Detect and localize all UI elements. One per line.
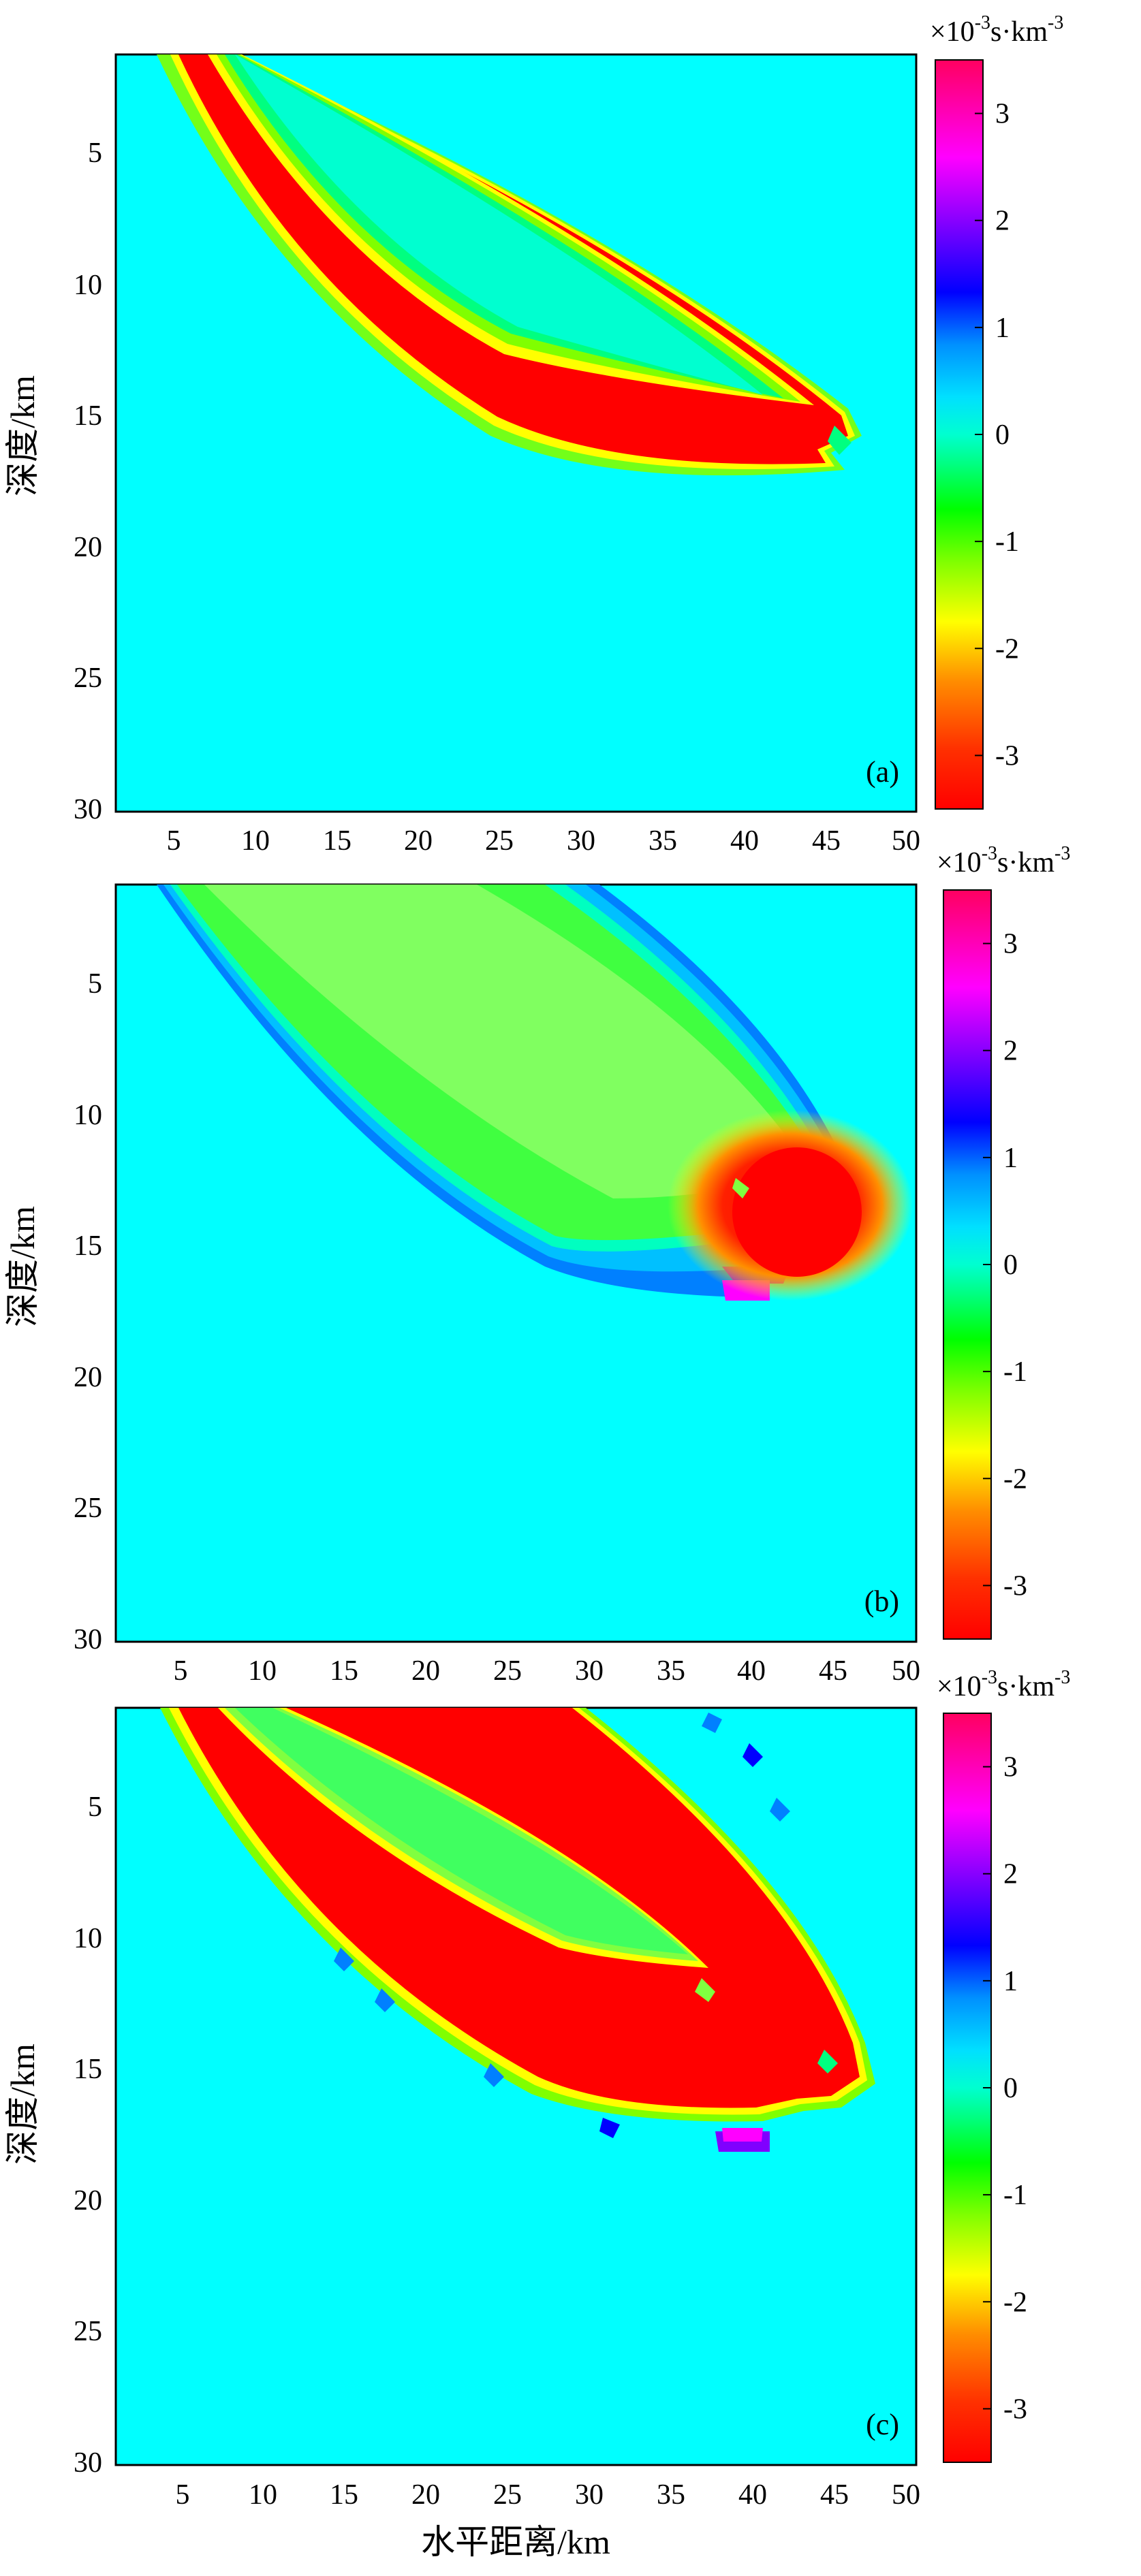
colorbar-tick-label: -1: [995, 526, 1019, 558]
panel-a: 5 10 15 20 25 30 深度/km 5 10 15 20 25 30 …: [3, 12, 1063, 857]
x-tick: 25: [485, 825, 514, 857]
x-axis-c: 5 10 15 20 25 30 35 40 45 50: [176, 2479, 921, 2511]
colorbar-ticks-a: 3 2 1 0 -1 -2 -3: [975, 99, 1019, 772]
y-tick: 25: [74, 663, 102, 694]
panel-c: 5 10 15 20 25 30 深度/km 5 10 15 20 25 30 …: [3, 1667, 1070, 2561]
colorbar-tick-label: -2: [1003, 2287, 1027, 2318]
colorbar-tick-label: -2: [995, 633, 1019, 665]
y-tick: 25: [74, 2316, 102, 2347]
colorbar-tick-label: 3: [995, 99, 1010, 130]
colorbar-tick-label: 2: [995, 206, 1010, 237]
y-tick: 20: [74, 1362, 102, 1393]
y-tick: 5: [88, 1792, 102, 1823]
x-tick: 40: [737, 1655, 766, 1687]
y-axis-a: 5 10 15 20 25 30: [74, 138, 102, 825]
y-tick: 10: [74, 270, 102, 301]
colorbar-tick-label: 1: [1003, 1143, 1018, 1174]
colorbar-tick-label: 2: [1003, 1859, 1018, 1890]
x-tick: 5: [174, 1655, 188, 1687]
x-tick: 45: [819, 1655, 847, 1687]
colorbar-tick-label: -3: [1003, 2394, 1027, 2425]
colorbar-tick-label: 0: [995, 419, 1010, 451]
x-tick: 15: [330, 2479, 358, 2511]
x-tick: 40: [730, 825, 759, 857]
colorbar-ticks-b: 3 2 1 0 -1 -2 -3: [983, 929, 1027, 1602]
colorbar-unit-b: ×10-3s·km-3: [937, 843, 1070, 878]
heatmap-a: [157, 54, 862, 476]
x-tick: 15: [330, 1655, 358, 1687]
y-axis-c: 5 10 15 20 25 30: [74, 1792, 102, 2479]
heatmap-c: [160, 1708, 875, 2152]
colorbar-tick-label: 2: [1003, 1036, 1018, 1067]
x-axis-a: 5 10 15 20 25 30 35 40 45 50: [167, 825, 921, 857]
colorbar-tick-label: 0: [1003, 1250, 1018, 1281]
x-tick: 30: [567, 825, 595, 857]
y-tick: 10: [74, 1100, 102, 1131]
y-tick: 20: [74, 532, 102, 563]
colorbar-unit-c: ×10-3s·km-3: [937, 1667, 1070, 1702]
x-tick: 5: [167, 825, 181, 857]
x-tick: 35: [657, 2479, 685, 2511]
y-tick: 15: [74, 2054, 102, 2085]
y-tick: 30: [74, 794, 102, 825]
x-tick: 45: [820, 2479, 849, 2511]
colorbar-tick-label: -1: [1003, 2180, 1027, 2211]
x-tick: 35: [648, 825, 677, 857]
y-tick: 30: [74, 2447, 102, 2479]
heatmap-b: [157, 885, 913, 1301]
colorbar-tick-label: 0: [1003, 2073, 1018, 2104]
colorbar-tick-label: 1: [1003, 1966, 1018, 1997]
x-tick: 45: [812, 825, 841, 857]
y-tick: 15: [74, 1230, 102, 1262]
colorbar-tick-label: -3: [1003, 1570, 1027, 1602]
y-tick: 30: [74, 1624, 102, 1655]
y-axis-label-b: 深度/km: [3, 1206, 42, 1327]
x-tick: 15: [323, 825, 351, 857]
colorbar-tick-label: 3: [1003, 929, 1018, 960]
colorbar-b: ×10-3s·km-3 3 2 1 0 -1 -2 -3: [937, 843, 1070, 1640]
x-axis-label: 水平距离/km: [421, 2523, 610, 2561]
colorbar-a: ×10-3s·km-3 3 2 1 0 -1 -2 -3: [930, 12, 1063, 810]
colorbar-c: ×10-3s·km-3 3 2 1 0 -1 -2 -3: [937, 1667, 1070, 2463]
x-tick: 50: [892, 1655, 920, 1687]
panel-label-c: (c): [866, 2408, 899, 2441]
y-tick: 20: [74, 2185, 102, 2216]
x-tick: 50: [892, 2479, 920, 2511]
colorbar-tick-label: -1: [1003, 1356, 1027, 1388]
x-tick: 20: [411, 2479, 440, 2511]
x-tick: 10: [248, 1655, 277, 1687]
y-tick: 25: [74, 1493, 102, 1524]
x-tick: 20: [404, 825, 433, 857]
colorbar-tick-label: 3: [1003, 1752, 1018, 1783]
colorbar-ticks-c: 3 2 1 0 -1 -2 -3: [983, 1752, 1027, 2425]
y-tick: 10: [74, 1923, 102, 1954]
x-tick: 30: [575, 1655, 604, 1687]
x-tick: 50: [892, 825, 920, 857]
x-tick: 10: [241, 825, 270, 857]
x-tick: 25: [493, 1655, 522, 1687]
y-tick: 5: [88, 968, 102, 1000]
colorbar-tick-label: -2: [1003, 1463, 1027, 1495]
x-tick: 35: [657, 1655, 685, 1687]
x-tick: 10: [249, 2479, 277, 2511]
panel-label-a: (a): [866, 755, 899, 789]
x-tick: 20: [411, 1655, 440, 1687]
y-axis-b: 5 10 15 20 25 30: [74, 968, 102, 1655]
x-tick: 40: [738, 2479, 767, 2511]
y-axis-label-c: 深度/km: [3, 2044, 42, 2165]
colorbar-tick-label: -3: [995, 740, 1019, 772]
x-tick: 5: [176, 2479, 190, 2511]
y-axis-label-a: 深度/km: [3, 375, 42, 496]
panel-b: 5 10 15 20 25 30 深度/km 5 10 15 20 25 30 …: [3, 843, 1070, 1687]
x-axis-b: 5 10 15 20 25 30 35 40 45 50: [174, 1655, 921, 1687]
panel-label-b: (b): [864, 1585, 899, 1618]
colorbar-unit-a: ×10-3s·km-3: [930, 12, 1063, 48]
y-tick: 5: [88, 138, 102, 169]
x-tick: 25: [493, 2479, 522, 2511]
x-tick: 30: [575, 2479, 604, 2511]
colorbar-tick-label: 1: [995, 313, 1010, 344]
y-tick: 15: [74, 400, 102, 432]
